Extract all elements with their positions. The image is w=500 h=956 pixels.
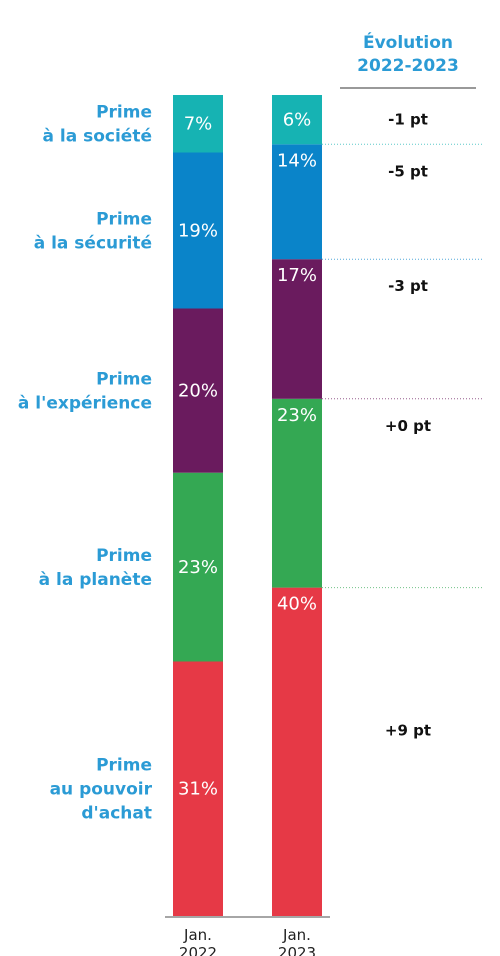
x-tick-labels: Jan. 2022 Jan. 2023	[179, 926, 316, 956]
bar-prime-la-plan-te-2	[272, 398, 322, 588]
bar-prime-l-exp-rience-1	[173, 308, 223, 473]
bar-prime-l-exp-rience-2	[272, 259, 322, 399]
evolution-prime-la-s-curit-: -5 pt	[388, 162, 428, 180]
evolution-prime-au-pouvoir-d-achat: +9 pt	[385, 721, 431, 739]
bar-prime-la-soci-t--2	[272, 95, 322, 145]
category-label-prime-la-s-curit-: Prime à la sécurité	[34, 210, 152, 254]
value-label-prime-la-soci-t--2: 6%	[283, 110, 312, 131]
evolution-prime-la-soci-t-: -1 pt	[388, 111, 428, 129]
bar-prime-au-pouvoir-d-achat-1	[173, 661, 223, 916]
value-label-prime-la-soci-t--1: 7%	[184, 114, 213, 135]
separator-lines	[322, 143, 484, 589]
category-label-prime-au-pouvoir-d-achat: Prime au pouvoir d'achat	[50, 756, 153, 824]
bar-prime-la-s-curit--2	[272, 144, 322, 260]
value-label-prime-la-s-curit--1: 19%	[178, 221, 218, 242]
value-label-prime-la-plan-te-2: 23%	[277, 405, 317, 426]
bar-prime-la-soci-t--1	[173, 95, 223, 153]
value-label-prime-au-pouvoir-d-achat-1: 31%	[178, 779, 218, 800]
evolution-header-line-1: Évolution	[363, 31, 453, 53]
category-label-prime-la-soci-t-: Prime à la société	[43, 103, 153, 147]
evolution-header: Évolution 2022-2023	[340, 31, 476, 89]
bar-prime-au-pouvoir-d-achat-2	[272, 587, 322, 916]
x-tick-label-2: Jan. 2023	[278, 926, 316, 956]
bar-prime-la-plan-te-1	[173, 472, 223, 662]
evolution-values: +9 pt +0 pt -3 pt -5 pt -1 pt	[385, 111, 431, 740]
category-labels: Prime au pouvoir d'achat Prime à la planète P…	[18, 103, 153, 824]
bar-prime-la-s-curit--1	[173, 152, 223, 309]
evolution-prime-l-exp-rience: -3 pt	[388, 277, 428, 295]
value-label-prime-la-s-curit--2: 14%	[277, 150, 317, 171]
value-label-prime-l-exp-rience-1: 20%	[178, 381, 218, 402]
bars	[173, 95, 322, 916]
value-label-prime-au-pouvoir-d-achat-2: 40%	[277, 594, 317, 615]
category-label-prime-l-exp-rience: Prime à l'expérience	[18, 370, 152, 414]
category-label-prime-la-plan-te: Prime à la planète	[39, 546, 152, 590]
value-label-prime-l-exp-rience-2: 17%	[277, 265, 317, 286]
value-label-prime-la-plan-te-1: 23%	[178, 557, 218, 578]
segment-value-labels: 31% 23% 20% 19% 7% 40% 23% 17% 14% 6%	[178, 110, 317, 800]
evolution-prime-la-plan-te: +0 pt	[385, 417, 431, 435]
x-tick-label-1: Jan. 2022	[179, 926, 217, 956]
evolution-header-line-2: 2022-2023	[357, 56, 459, 76]
